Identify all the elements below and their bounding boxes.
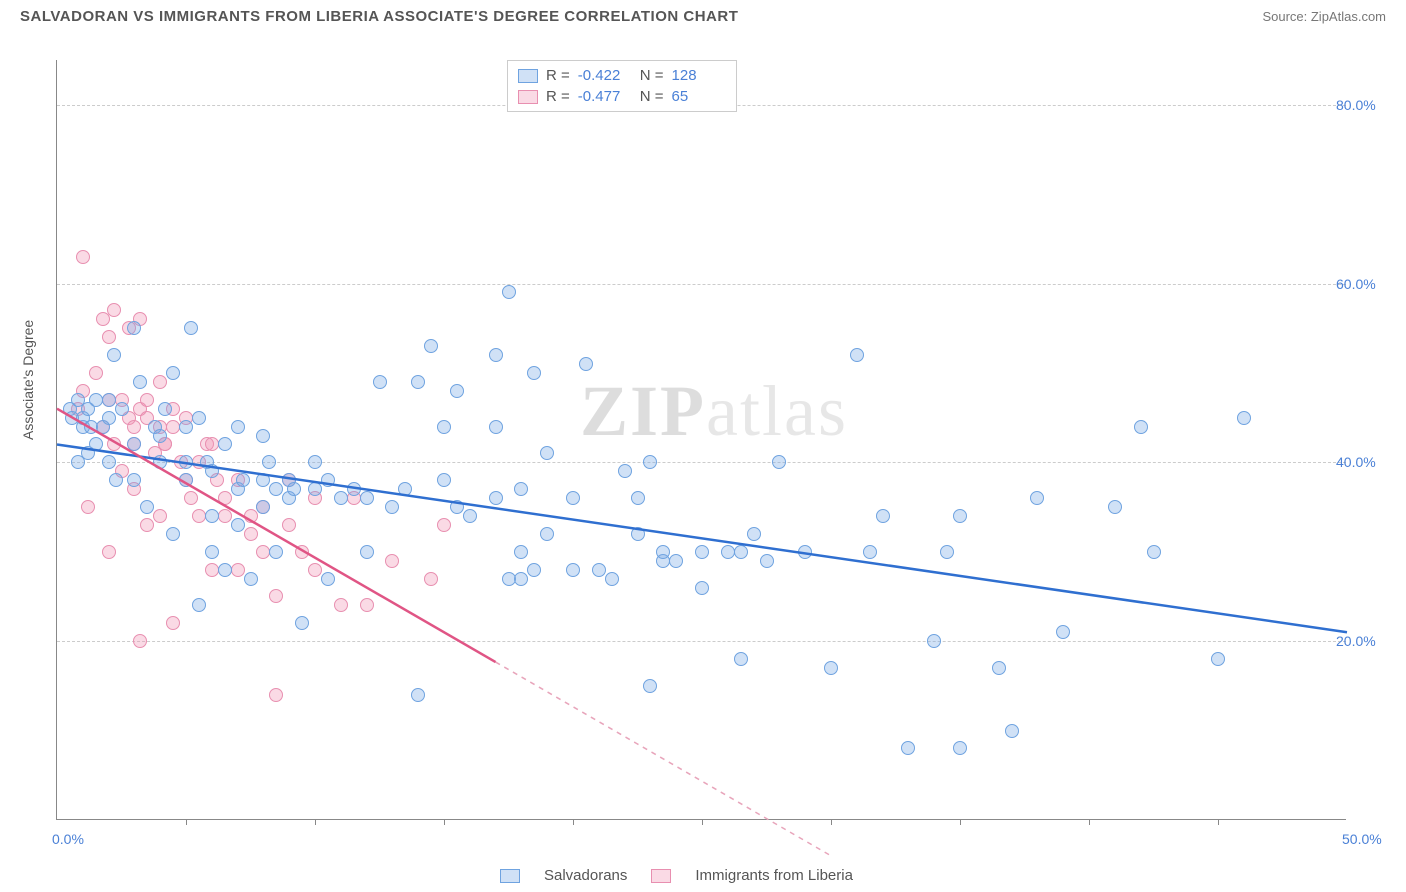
stat-r-value: -0.477 [578, 88, 632, 105]
stat-r-label: R = [546, 67, 570, 84]
stat-legend-row: R = -0.422 N = 128 [518, 65, 726, 86]
series-legend: Salvadorans Immigrants from Liberia [500, 867, 853, 884]
source-label: Source: ZipAtlas.com [1262, 9, 1386, 24]
y-axis-title: Associate's Degree [20, 320, 36, 440]
scatter-chart: 20.0%40.0%60.0%80.0%0.0%50.0%R =-0.422N … [56, 60, 1346, 820]
stat-n-label: N = [640, 67, 664, 84]
trend-lines [57, 60, 1347, 820]
chart-title: SALVADORAN VS IMMIGRANTS FROM LIBERIA AS… [20, 8, 738, 25]
stat-r-label: R = [546, 88, 570, 105]
stat-n-value: 65 [672, 88, 726, 105]
legend-swatch [518, 69, 538, 83]
legend-swatch [500, 869, 520, 883]
stat-r-value: -0.422 [578, 67, 632, 84]
stat-n-label: N = [640, 88, 664, 105]
x-axis-label: 50.0% [1342, 831, 1382, 847]
legend-label: Salvadorans [544, 867, 627, 884]
stat-legend: R = -0.422 N = 128 R = -0.477 N = 65 [507, 60, 737, 112]
legend-swatch [518, 90, 538, 104]
stat-n-value: 128 [672, 67, 726, 84]
legend-label: Immigrants from Liberia [695, 867, 853, 884]
stat-legend-row: R = -0.477 N = 65 [518, 86, 726, 107]
x-axis-label: 0.0% [52, 831, 84, 847]
legend-swatch [651, 869, 671, 883]
